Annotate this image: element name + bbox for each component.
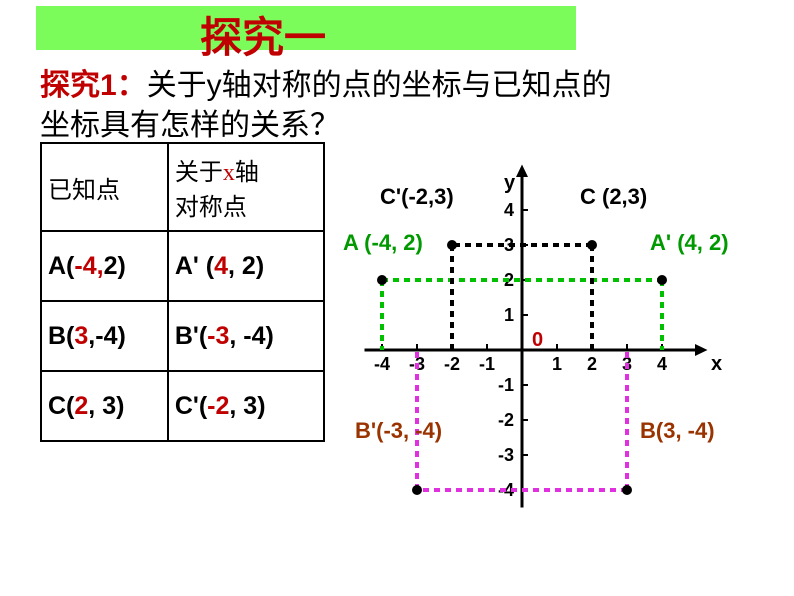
svg-text:-2: -2 (444, 354, 460, 374)
th-sym: 关于x轴对称点 (168, 143, 324, 231)
table-row: A(-4,2) A' (4, 2) (41, 231, 324, 301)
page-title: 探究一 (200, 4, 326, 65)
point-label-Ap: A' (4, 2) (650, 230, 729, 256)
question-text-1: 关于y轴对称的点的坐标与已知点的 (147, 69, 612, 102)
points-table: 已知点 关于x轴对称点 A(-4,2) A' (4, 2) B(3,-4) B'… (40, 142, 325, 442)
point-label-A: A (-4, 2) (343, 230, 423, 256)
question-label: 探究1： (40, 69, 147, 102)
th-known: 已知点 (41, 143, 168, 231)
cell-Bp: B'(-3, -4) (168, 301, 324, 371)
svg-text:x: x (711, 353, 722, 375)
svg-text:-1: -1 (498, 375, 514, 395)
svg-text:-2: -2 (498, 410, 514, 430)
table-row: C(2, 3) C'(-2, 3) (41, 371, 324, 441)
table-row: B(3,-4) B'(-3, -4) (41, 301, 324, 371)
cell-A: A(-4,2) (41, 231, 168, 301)
svg-text:0: 0 (532, 329, 543, 351)
svg-text:y: y (504, 172, 516, 194)
svg-text:1: 1 (552, 354, 562, 374)
cell-Cp: C'(-2, 3) (168, 371, 324, 441)
point-label-B: B(3, -4) (640, 418, 715, 444)
cell-B: B(3,-4) (41, 301, 168, 371)
svg-text:4: 4 (657, 354, 667, 374)
svg-text:-3: -3 (498, 445, 514, 465)
question-line-1: 探究1：关于y轴对称的点的坐标与已知点的 (40, 60, 612, 104)
table-header-row: 已知点 关于x轴对称点 (41, 143, 324, 231)
question-line-2: 坐标具有怎样的关系？ (40, 100, 340, 144)
svg-text:-1: -1 (479, 354, 495, 374)
svg-text:-4: -4 (374, 354, 390, 374)
cell-C: C(2, 3) (41, 371, 168, 441)
point-label-Bp: B'(-3, -4) (355, 418, 442, 444)
coordinate-chart: -4-3-2-112341234-1-2-3-40xy A (-4, 2)A' … (350, 128, 790, 508)
svg-text:2: 2 (587, 354, 597, 374)
point-label-Cp: C'(-2,3) (380, 184, 454, 210)
svg-text:1: 1 (504, 305, 514, 325)
svg-text:4: 4 (504, 200, 514, 220)
point-label-C: C (2,3) (580, 184, 647, 210)
cell-Ap: A' (4, 2) (168, 231, 324, 301)
